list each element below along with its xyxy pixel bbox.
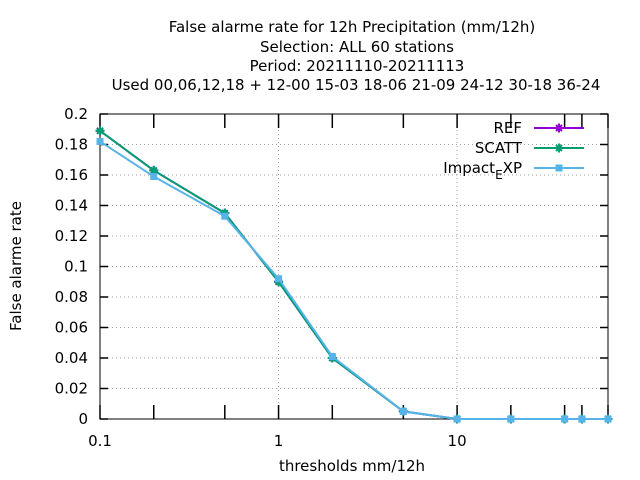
series-2 (96, 137, 612, 423)
y-axis-label: False alarme rate (7, 201, 25, 331)
x-axis-label: thresholds mm/12h (279, 457, 425, 475)
data-point (275, 275, 283, 283)
data-point (96, 137, 104, 145)
series-lines (95, 126, 613, 424)
title-line-3: Period: 20211110-20211113 (250, 57, 465, 75)
y-tick-label: 0.12 (55, 227, 88, 245)
legend-label-0: REF (493, 119, 522, 137)
data-point (150, 173, 158, 181)
y-tick-label: 0.18 (55, 136, 88, 154)
legend-label-2: ImpactEXP (443, 159, 522, 182)
series-line (99, 129, 608, 420)
y-tick-label: 0 (78, 410, 88, 428)
title-line-4: Used 00,06,12,18 + 12-00 15-03 18-06 21-… (112, 76, 601, 94)
x-tick-label: 1 (274, 432, 284, 450)
legend-marker-0 (554, 123, 564, 133)
data-point (578, 415, 586, 423)
y-tick-label: 0.06 (55, 319, 88, 337)
series-1 (95, 126, 613, 424)
data-point (149, 165, 159, 175)
data-point (453, 415, 461, 423)
y-tick-label: 0.16 (55, 166, 88, 184)
chart-title: False alarme rate for 12h Precipitation … (112, 18, 601, 94)
data-point (561, 415, 569, 423)
legend-marker-2 (555, 164, 563, 172)
x-tick-label: 10 (448, 432, 467, 450)
grid (100, 114, 608, 419)
tick-labels: 0 0.02 0.04 0.06 0.08 0.1 0.12 0.14 0.16 0.18 0.2 0… (55, 105, 467, 450)
data-point (95, 126, 105, 136)
data-point (604, 415, 612, 423)
title-line-2: Selection: ALL 60 stations (260, 38, 454, 56)
x-tick-label: 0.1 (88, 432, 112, 450)
data-point (328, 352, 336, 360)
series-line (99, 129, 608, 420)
legend-marker-1 (554, 143, 564, 153)
title-line-1: False alarme rate for 12h Precipitation … (169, 18, 536, 36)
legend: REF SCATT ImpactEXP (443, 119, 584, 182)
y-tick-label: 0.02 (55, 380, 88, 398)
y-tick-label: 0.08 (55, 288, 88, 306)
legend-label-1: SCATT (475, 139, 523, 157)
data-point (221, 212, 229, 220)
y-tick-label: 0.2 (64, 105, 88, 123)
data-point (507, 415, 515, 423)
y-tick-label: 0.04 (55, 349, 88, 367)
plot-frame (99, 113, 609, 420)
data-point (399, 407, 407, 415)
series-0 (95, 126, 613, 424)
y-tick-label: 0.1 (64, 258, 88, 276)
y-tick-label: 0.14 (55, 197, 88, 215)
